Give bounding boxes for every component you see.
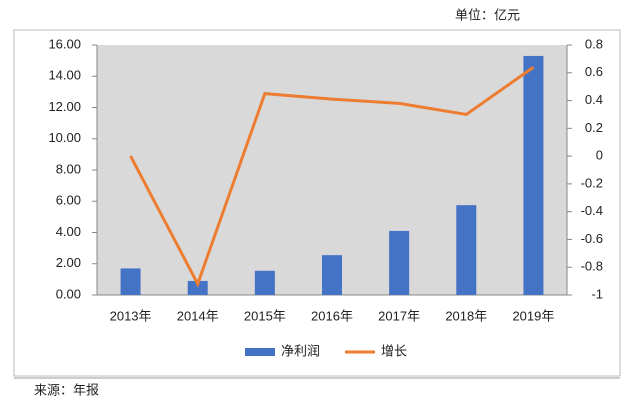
y2-tick-label: 0.4 bbox=[585, 92, 603, 107]
y2-tick-label: 0.8 bbox=[585, 36, 603, 51]
x-tick-label: 2016年 bbox=[311, 308, 353, 323]
x-tick-label: 2014年 bbox=[177, 308, 219, 323]
bar bbox=[120, 268, 141, 295]
bar bbox=[254, 270, 275, 295]
y-tick-label: 8.00 bbox=[56, 161, 81, 176]
legend-label: 净利润 bbox=[281, 343, 320, 358]
y2-tick-label: -1 bbox=[591, 286, 603, 301]
y2-tick-label: -0.2 bbox=[581, 175, 603, 190]
source-note: 来源：年报 bbox=[34, 382, 99, 397]
x-tick-label: 2013年 bbox=[110, 308, 152, 323]
y2-tick-label: 0.6 bbox=[585, 64, 603, 79]
y-tick-label: 2.00 bbox=[56, 255, 81, 270]
y-tick-label: 6.00 bbox=[56, 193, 81, 208]
bar bbox=[187, 280, 208, 295]
line bbox=[129, 65, 535, 288]
y2-tick-label: 0.2 bbox=[585, 120, 603, 135]
legend-label: 增长 bbox=[381, 343, 407, 358]
unit-note: 单位：亿元 bbox=[455, 7, 520, 22]
y-tick-label: 10.00 bbox=[48, 130, 81, 145]
bar bbox=[389, 230, 410, 295]
x-tick-label: 2015年 bbox=[244, 308, 286, 323]
y-tick-label: 14.00 bbox=[48, 68, 81, 83]
plot-area bbox=[97, 45, 567, 295]
bar bbox=[456, 205, 477, 295]
y2-tick-label: 0 bbox=[596, 148, 603, 163]
y2-tick-label: -0.6 bbox=[581, 231, 603, 246]
y-tick-label: 4.00 bbox=[56, 224, 81, 239]
y-tick-label: 16.00 bbox=[48, 36, 81, 51]
bar bbox=[322, 255, 342, 295]
bar bbox=[523, 55, 544, 295]
y-tick-label: 12.00 bbox=[48, 99, 81, 114]
y-tick-label: 0.00 bbox=[56, 286, 81, 301]
x-tick-label: 2017年 bbox=[378, 308, 420, 323]
x-tick-label: 2018年 bbox=[445, 308, 487, 323]
x-tick-label: 2019年 bbox=[512, 308, 554, 323]
y2-tick-label: -0.4 bbox=[581, 203, 603, 218]
y2-tick-label: -0.8 bbox=[581, 259, 603, 274]
legend-swatch bbox=[245, 348, 275, 356]
